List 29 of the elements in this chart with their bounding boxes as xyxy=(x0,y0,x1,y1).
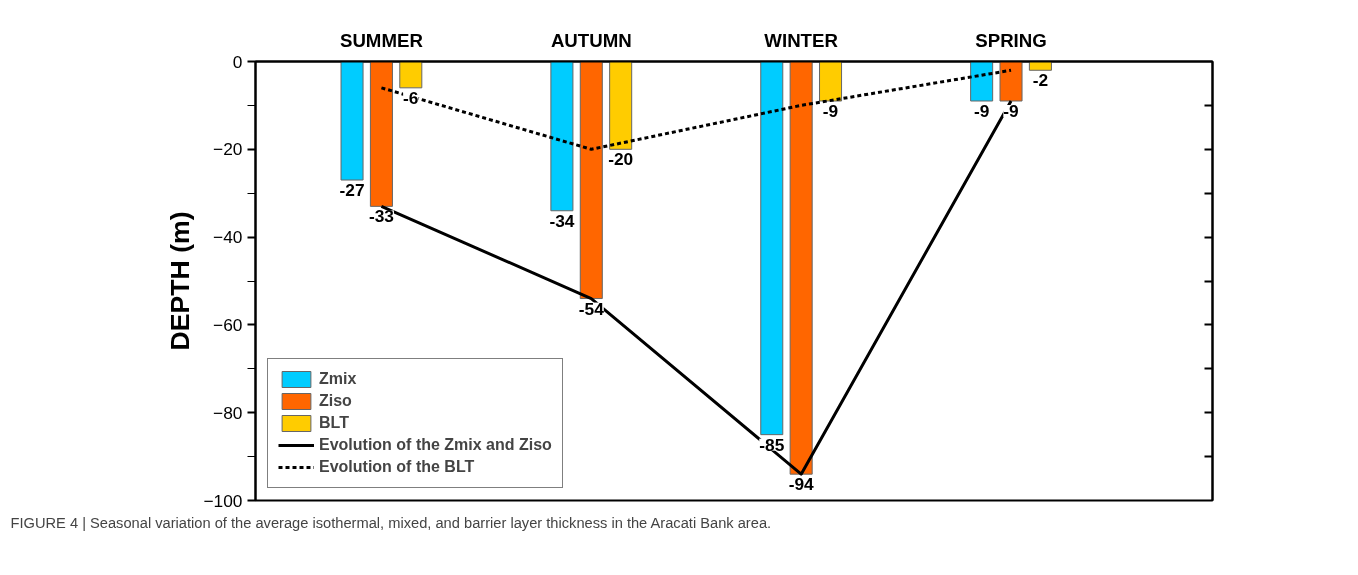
data-label: -85 xyxy=(759,434,785,455)
data-label: -2 xyxy=(1032,70,1049,91)
y-tick-label: −80 xyxy=(213,402,243,423)
data-label: -9 xyxy=(1003,101,1019,122)
legend-label: Evolution of the Zmix and Ziso xyxy=(319,436,552,454)
x-tick-label: SPRING xyxy=(975,29,1047,51)
y-tick-label: −100 xyxy=(203,490,243,511)
legend-label: BLT xyxy=(319,414,349,432)
data-label: -9 xyxy=(822,101,839,122)
data-label: -94 xyxy=(788,474,815,495)
data-label: -6 xyxy=(403,87,419,108)
y-axis-title: DEPTH (m) xyxy=(165,211,196,351)
x-tick-label: AUTUMN xyxy=(550,29,632,51)
data-label: -9 xyxy=(973,101,990,122)
y-tick-label: −40 xyxy=(213,227,243,248)
x-tick-label: WINTER xyxy=(764,29,839,51)
x-tick-label: SUMMER xyxy=(339,29,424,51)
y-tick-label: −20 xyxy=(213,139,243,160)
legend-label: Zmix xyxy=(319,370,357,388)
legend-label: Ziso xyxy=(319,392,352,410)
y-tick-label: −60 xyxy=(213,314,243,335)
data-label: -54 xyxy=(578,298,605,319)
caption: FIGURE 4 | Seasonal variation of the average isothermal, mixed, and barrier layer thickness in the Aracati Bank area. xyxy=(10,515,772,531)
data-label: -33 xyxy=(368,206,395,227)
y-tick-label: 0 xyxy=(232,51,243,72)
data-label: -34 xyxy=(549,210,575,231)
data-label: -20 xyxy=(608,149,634,170)
data-label: -27 xyxy=(339,180,365,201)
legend-label: Evolution of the BLT xyxy=(319,458,475,476)
